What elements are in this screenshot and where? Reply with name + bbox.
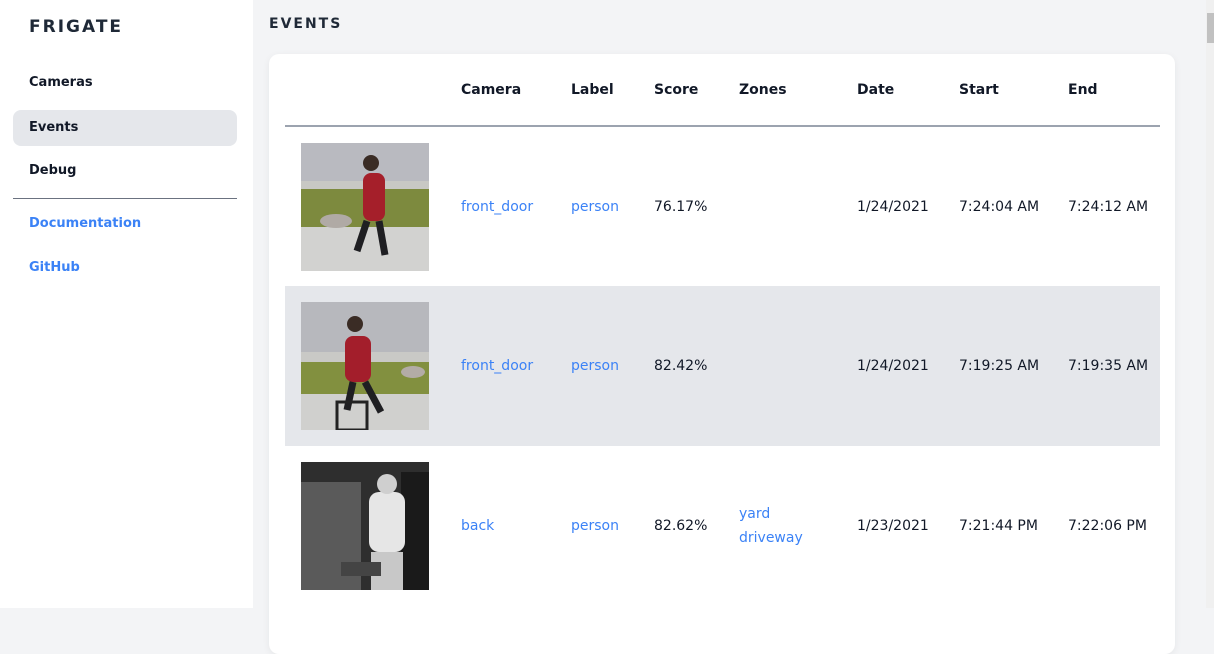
- scrollbar-thumb[interactable]: [1207, 13, 1214, 43]
- date-cell: 1/24/2021: [857, 198, 929, 215]
- page-title: EVENTS: [269, 16, 343, 32]
- table-row[interactable]: front_door person 82.42% 1/24/2021 7:19:…: [285, 286, 1160, 446]
- start-cell: 7:24:04 AM: [959, 198, 1040, 215]
- zones-cell: yard driveway: [739, 446, 857, 606]
- table-row[interactable]: back person 82.62% yard driveway 1/23/202…: [285, 446, 1160, 606]
- score-cell: 82.42%: [654, 286, 739, 446]
- zone-link[interactable]: yard: [739, 506, 771, 522]
- header-date: Date: [857, 54, 959, 127]
- event-thumbnail[interactable]: [285, 462, 461, 590]
- zones-cell: [739, 126, 857, 286]
- end-cell: 7:19:35 AM: [1068, 286, 1160, 446]
- header-zones: Zones: [739, 54, 857, 127]
- label-link[interactable]: person: [571, 198, 619, 215]
- thumbnail-cell: [285, 446, 461, 606]
- table-header: Camera Label Score Zones Date Start End: [285, 54, 1160, 127]
- date-cell: 1/23/2021: [857, 518, 929, 534]
- start-cell: 7:21:44 PM: [959, 518, 1038, 534]
- label-link[interactable]: person: [571, 518, 619, 534]
- event-thumbnail[interactable]: [285, 142, 461, 271]
- sidebar-item-debug[interactable]: Debug: [29, 163, 77, 178]
- header-start: Start: [959, 54, 1068, 127]
- sidebar-item-events[interactable]: Events: [13, 110, 237, 146]
- github-link[interactable]: GitHub: [29, 260, 80, 275]
- score-cell: 76.17%: [654, 198, 708, 215]
- zone-link[interactable]: driveway: [739, 530, 803, 546]
- end-cell: 7:24:12 AM: [1068, 198, 1149, 215]
- header-label: Label: [571, 54, 654, 127]
- table-row[interactable]: front_door person 76.17% 1/24/2021 7:24:…: [285, 126, 1160, 286]
- header-camera: Camera: [461, 54, 571, 127]
- zones-cell: [739, 286, 857, 446]
- event-thumbnail[interactable]: [285, 302, 461, 430]
- scrollbar[interactable]: [1206, 0, 1214, 608]
- events-table: Camera Label Score Zones Date Start End …: [285, 54, 1160, 606]
- camera-link[interactable]: front_door: [461, 198, 534, 215]
- label-link[interactable]: person: [571, 358, 619, 374]
- date-cell: 1/24/2021: [857, 286, 959, 446]
- start-cell: 7:19:25 AM: [959, 286, 1068, 446]
- thumbnail-cell: [285, 286, 461, 446]
- thumbnail-cell: [285, 126, 461, 286]
- sidebar-divider: [13, 198, 237, 199]
- header-thumbnail: [285, 54, 461, 127]
- header-score: Score: [654, 54, 739, 127]
- app-logo[interactable]: FRIGATE: [29, 17, 124, 37]
- header-end: End: [1068, 54, 1160, 127]
- events-card: Camera Label Score Zones Date Start End …: [269, 54, 1175, 654]
- sidebar: FRIGATE Cameras Events Debug Documentati…: [0, 0, 253, 608]
- score-cell: 82.62%: [654, 518, 708, 534]
- camera-link[interactable]: back: [461, 518, 495, 534]
- camera-link[interactable]: front_door: [461, 358, 534, 374]
- end-cell: 7:22:06 PM: [1068, 518, 1147, 534]
- sidebar-item-cameras[interactable]: Cameras: [29, 75, 93, 90]
- documentation-link[interactable]: Documentation: [29, 216, 142, 231]
